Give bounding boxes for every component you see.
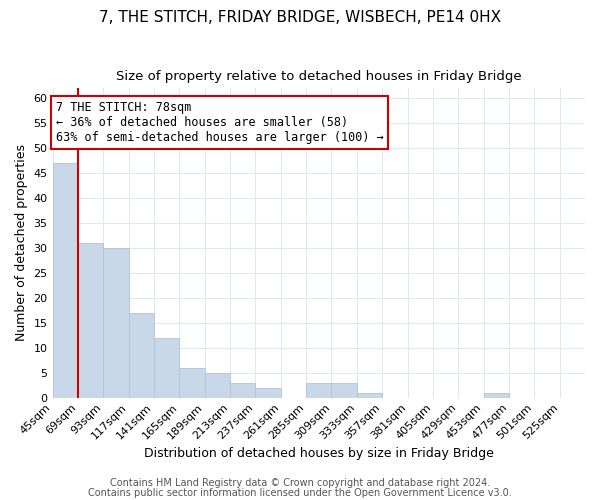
Bar [331,382,357,398]
Text: 7 THE STITCH: 78sqm
← 36% of detached houses are smaller (58)
63% of semi-detach: 7 THE STITCH: 78sqm ← 36% of detached ho… [56,101,383,144]
Bar [78,243,103,398]
Y-axis label: Number of detached properties: Number of detached properties [15,144,28,342]
Bar [179,368,205,398]
Bar [306,382,331,398]
Bar [357,392,382,398]
Bar [205,372,230,398]
Bar [484,392,509,398]
Title: Size of property relative to detached houses in Friday Bridge: Size of property relative to detached ho… [116,70,521,83]
Bar [53,163,78,398]
Text: Contains public sector information licensed under the Open Government Licence v3: Contains public sector information licen… [88,488,512,498]
Text: Contains HM Land Registry data © Crown copyright and database right 2024.: Contains HM Land Registry data © Crown c… [110,478,490,488]
Bar [103,248,128,398]
Bar [154,338,179,398]
Bar [230,382,256,398]
Bar [128,313,154,398]
Text: 7, THE STITCH, FRIDAY BRIDGE, WISBECH, PE14 0HX: 7, THE STITCH, FRIDAY BRIDGE, WISBECH, P… [99,10,501,25]
Bar [256,388,281,398]
X-axis label: Distribution of detached houses by size in Friday Bridge: Distribution of detached houses by size … [144,447,494,460]
